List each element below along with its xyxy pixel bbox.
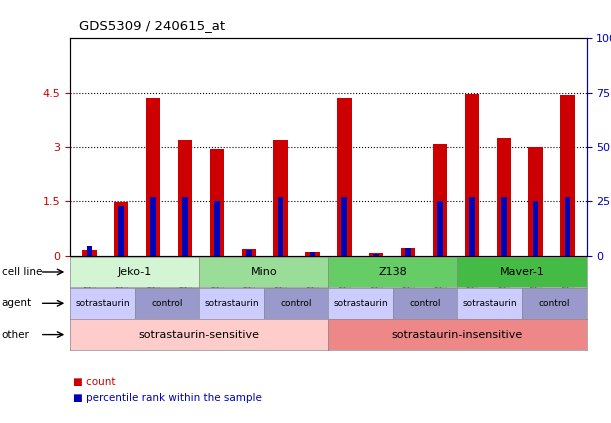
Bar [182,197,188,256]
Bar [114,202,128,256]
Bar [178,140,192,256]
Bar [501,197,507,256]
Bar [337,98,351,256]
Bar [119,206,124,256]
Text: GDS5309 / 240615_at: GDS5309 / 240615_at [79,19,225,32]
Bar [433,144,447,256]
Bar [146,98,160,256]
Bar [274,140,288,256]
Bar [533,201,538,256]
Text: control: control [409,299,441,308]
Bar [464,94,479,256]
Text: Maver-1: Maver-1 [500,267,544,277]
Text: sotrastaurin: sotrastaurin [463,299,517,308]
Bar [437,201,443,256]
Text: agent: agent [2,298,32,308]
Text: Mino: Mino [251,267,277,277]
Bar [469,197,475,256]
Text: Z138: Z138 [379,267,408,277]
Bar [405,248,411,256]
Text: sotrastaurin: sotrastaurin [75,299,130,308]
Bar [310,252,315,256]
Bar [497,138,511,256]
Bar [401,248,415,256]
Text: Jeko-1: Jeko-1 [118,267,152,277]
Text: control: control [280,299,312,308]
Bar [373,254,379,256]
Text: other: other [2,330,30,340]
Text: ■ percentile rank within the sample: ■ percentile rank within the sample [73,393,262,403]
Bar [246,250,252,256]
Bar [529,147,543,256]
Text: control: control [152,299,183,308]
Bar [278,197,284,256]
Text: ■ count: ■ count [73,376,116,387]
Bar [214,201,220,256]
Bar [342,197,347,256]
Bar [306,252,320,256]
Bar [210,149,224,256]
Text: sotrastaurin-sensitive: sotrastaurin-sensitive [139,330,260,340]
Bar [241,249,256,256]
Text: sotrastaurin: sotrastaurin [204,299,259,308]
Text: control: control [538,299,570,308]
Bar [560,96,574,256]
Bar [369,253,383,256]
Text: sotrastaurin-insensitive: sotrastaurin-insensitive [392,330,523,340]
Bar [565,197,570,256]
Bar [150,197,156,256]
Text: cell line: cell line [2,267,42,277]
Text: sotrastaurin: sotrastaurin [334,299,388,308]
Bar [82,250,97,256]
Bar [87,246,92,256]
